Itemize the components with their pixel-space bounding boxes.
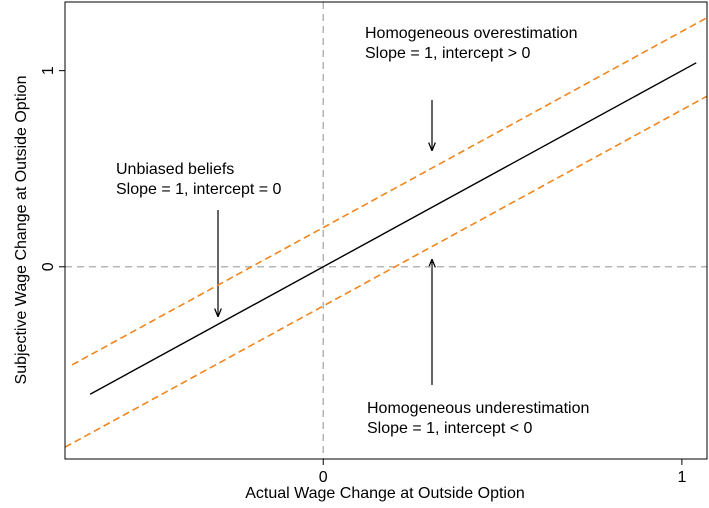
y-tick-label: 0 (40, 262, 57, 271)
x-tick-label: 1 (677, 469, 686, 486)
annotation: Homogeneous underestimation (367, 400, 589, 417)
series-line (64, 95, 708, 448)
plot-frame (64, 1, 708, 460)
y-axis-label: Subjective Wage Change at Outside Option (13, 76, 30, 385)
annotation: Unbiased beliefs (116, 161, 234, 178)
annotation: Slope = 1, intercept > 0 (365, 45, 531, 62)
series-line (89, 62, 697, 395)
x-axis-label: Actual Wage Change at Outside Option (245, 485, 525, 502)
annotation: Homogeneous overestimation (365, 25, 578, 42)
annotation: Slope = 1, intercept = 0 (116, 181, 282, 198)
y-tick-label: 1 (40, 66, 57, 75)
annotation: Slope = 1, intercept < 0 (367, 420, 533, 437)
x-tick-label: 0 (319, 469, 328, 486)
